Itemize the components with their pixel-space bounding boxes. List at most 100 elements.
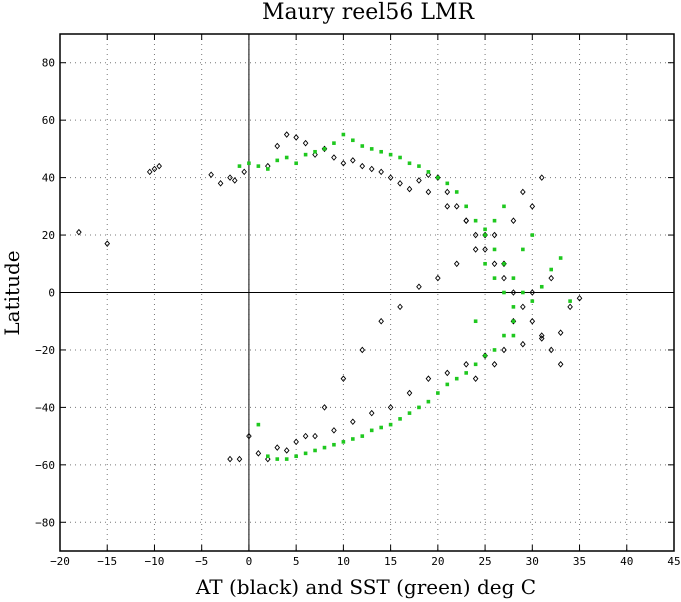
at-point [510,289,517,296]
x-tick-label: 15 [384,555,397,568]
sst-point [284,155,289,160]
at-point [416,177,422,184]
x-tick-label: 35 [573,555,586,568]
sst-point [275,457,280,461]
at-point [520,188,526,196]
at-point [146,168,153,176]
at-point [576,294,583,302]
x-tick-label: 5 [293,555,300,568]
at-point [255,450,262,457]
sst-point [313,448,317,453]
at-point [104,240,111,247]
sst-point [351,437,355,441]
sst-point [473,319,478,324]
sst-point [388,422,393,427]
at-point [425,375,432,382]
at-point [331,154,337,161]
at-point [359,346,366,354]
at-point [274,444,281,451]
sst-point [549,267,553,272]
at-point [557,329,564,337]
at-point [293,134,299,141]
sst-point [247,161,251,166]
at-point [548,346,554,354]
sst-point [266,167,270,171]
sst-point [379,149,383,154]
at-point [293,438,299,446]
at-point [302,432,309,440]
at-point [510,217,517,224]
at-point [520,303,526,311]
at-point [491,260,498,268]
sst-point [436,175,440,180]
sst-point [511,319,516,324]
at-point [557,361,564,368]
sst-point [417,164,421,168]
at-point [387,174,394,181]
at-point [312,151,318,158]
y-tick-label: −80 [35,516,55,529]
at-point [538,174,545,181]
at-point [472,246,479,253]
at-point [321,404,328,411]
sst-point [492,247,497,252]
at-point [368,409,375,417]
sst-point [568,299,572,303]
at-point [241,168,247,176]
at-point [548,274,554,282]
at-point [501,274,507,282]
x-tick-label: 45 [667,555,680,568]
at-point [151,165,158,173]
sst-point [313,149,317,154]
sst-point [379,425,383,430]
at-point [302,139,309,147]
x-tick-label: 30 [526,555,539,568]
at-point [425,171,432,179]
at-point [217,180,224,187]
at-point [444,203,451,210]
sst-point [322,147,327,151]
at-point [435,274,441,282]
sst-point [530,299,535,303]
at-point [538,332,545,339]
sst-point [454,376,459,381]
at-point [425,188,432,196]
data-points [76,131,583,463]
sst-point [303,451,308,456]
at-point [274,142,281,150]
sst-point [436,391,440,395]
at-point [416,283,422,291]
y-tick-label: −20 [35,344,55,357]
at-point [387,404,394,411]
x-tick-label: −15 [97,555,117,568]
x-tick-label: −20 [50,555,70,568]
zero-lines [60,34,674,551]
x-tick-label: −5 [195,555,208,568]
x-tick-label: 40 [620,555,633,568]
x-tick-label: 25 [478,555,491,568]
at-point [529,203,536,210]
at-point [236,455,243,463]
at-point [567,303,573,311]
at-point [444,188,451,196]
at-point [501,346,507,354]
sst-point [464,204,468,209]
at-point [463,217,469,224]
at-point [350,157,356,164]
sst-point [407,161,412,166]
sst-point [369,428,374,433]
at-point [265,455,271,463]
at-point [227,174,233,181]
sst-point [502,204,506,209]
y-axis-label: Latitude [0,250,24,335]
sst-point [483,227,487,232]
sst-point [521,290,525,295]
at-point [283,447,290,454]
at-point [397,180,403,187]
y-tick-label: 20 [42,229,55,242]
y-tick-label: 0 [48,287,55,300]
at-point [397,303,403,311]
at-point [340,375,347,382]
sst-point [502,290,506,295]
